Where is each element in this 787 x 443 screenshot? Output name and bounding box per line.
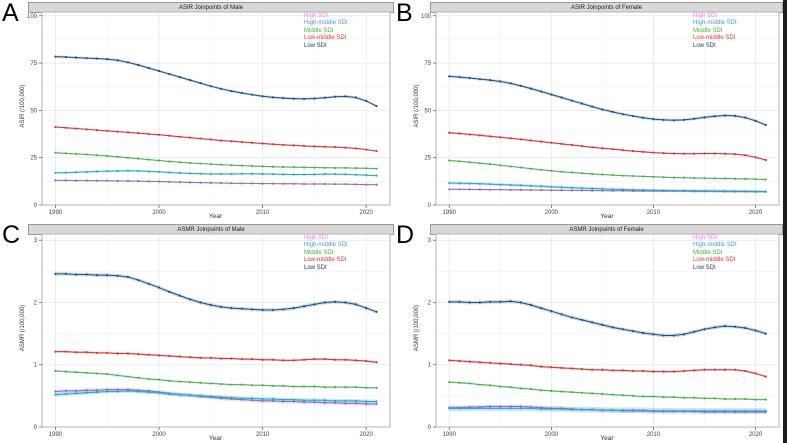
svg-text:75: 75 xyxy=(30,61,37,67)
panel-a-title: ASIR Joinpoints of Male xyxy=(178,4,244,11)
svg-text:2010: 2010 xyxy=(256,210,270,216)
legend-entry-high-middle-sdi: High-middle SDI xyxy=(304,242,348,249)
svg-text:25: 25 xyxy=(424,156,431,162)
svg-text:0: 0 xyxy=(34,203,38,209)
panel-c-title: ASMR Joinpoints of Male xyxy=(177,226,245,233)
svg-text:2000: 2000 xyxy=(545,210,559,216)
panel-d-plot-area: 1990 2000 2010 2020 0 1 2 3 xyxy=(428,233,780,438)
panel-b-title: ASIR Joinpoints of Female xyxy=(570,4,643,11)
svg-text:2020: 2020 xyxy=(359,432,373,438)
panel-b: B ASIR Joinpoints of Female ASIR (/100,0… xyxy=(394,0,783,221)
svg-text:25: 25 xyxy=(30,156,37,162)
svg-text:2000: 2000 xyxy=(152,210,166,216)
panel-a-plot-area: 1990 2000 2010 2020 0 25 50 75 100 xyxy=(27,11,391,216)
legend-entry-high-sdi: High SDI xyxy=(693,13,718,19)
legend-entry-low-middle-sdi: Low-middle SDI xyxy=(693,257,736,264)
svg-text:2010: 2010 xyxy=(256,432,270,438)
right-edge-bar xyxy=(783,0,787,443)
legend-entry-high-sdi: High SDI xyxy=(304,235,329,241)
panel-a: A ASIR Joinpoints of Male ASIR (/100,000… xyxy=(0,0,394,221)
legend-entry-low-middle-sdi: Low-middle SDI xyxy=(304,35,347,42)
svg-text:3: 3 xyxy=(34,238,38,244)
svg-text:2020: 2020 xyxy=(749,432,763,438)
panel-c-plot-area: 1990 2000 2010 2020 0 1 2 3 xyxy=(34,233,391,438)
svg-text:100: 100 xyxy=(27,14,38,20)
legend-entry-middle-sdi: Middle SDI xyxy=(304,249,334,256)
svg-text:75: 75 xyxy=(424,61,431,67)
panel-b-legend: High SDI High-middle SDI Middle SDI Low-mid… xyxy=(693,13,737,50)
panel-c-x-axis-label: Year xyxy=(208,435,223,442)
panel-letter-c: C xyxy=(2,221,21,249)
svg-text:1: 1 xyxy=(34,363,38,369)
svg-text:50: 50 xyxy=(30,108,37,114)
svg-text:1990: 1990 xyxy=(49,210,63,216)
svg-text:2: 2 xyxy=(428,300,432,306)
panel-d-x-axis-label: Year xyxy=(600,435,614,442)
legend-entry-middle-sdi: Middle SDI xyxy=(693,27,723,34)
svg-text:2: 2 xyxy=(34,300,38,306)
svg-text:2010: 2010 xyxy=(647,210,661,216)
svg-text:0: 0 xyxy=(34,425,38,431)
panel-c-legend: High SDI High-middle SDI Middle SDI Low-mid… xyxy=(304,235,348,272)
panel-b-x-axis-label: Year xyxy=(600,213,614,220)
legend-entry-high-middle-sdi: High-middle SDI xyxy=(693,20,737,27)
panel-d-legend: High SDI High-middle SDI Middle SDI Low-mid… xyxy=(693,235,737,272)
legend-entry-high-middle-sdi: High-middle SDI xyxy=(304,20,348,27)
panel-letter-a: A xyxy=(2,0,19,27)
svg-text:0: 0 xyxy=(428,203,432,209)
panel-letter-b: B xyxy=(396,0,413,27)
svg-text:2010: 2010 xyxy=(647,432,661,438)
legend-entry-low-sdi: Low SDI xyxy=(693,42,716,49)
svg-text:0: 0 xyxy=(428,425,432,431)
svg-text:50: 50 xyxy=(424,108,431,114)
svg-text:2000: 2000 xyxy=(545,432,559,438)
panel-b-plot-area: 1990 2000 2010 2020 0 25 50 75 100 xyxy=(421,11,780,216)
svg-text:1990: 1990 xyxy=(443,210,457,216)
legend-entry-high-sdi: High SDI xyxy=(693,235,718,241)
svg-text:2000: 2000 xyxy=(152,432,166,438)
svg-text:3: 3 xyxy=(428,238,432,244)
panel-a-legend: High SDI High-middle SDI Middle SDI Low-mid… xyxy=(304,13,348,50)
svg-text:2020: 2020 xyxy=(749,210,763,216)
legend-entry-middle-sdi: Middle SDI xyxy=(693,249,723,256)
legend-entry-high-sdi: High SDI xyxy=(304,13,329,19)
legend-entry-low-middle-sdi: Low-middle SDI xyxy=(693,35,736,42)
svg-text:2020: 2020 xyxy=(359,210,373,216)
panel-letter-d: D xyxy=(396,221,415,249)
legend-entry-low-sdi: Low SDI xyxy=(693,264,716,271)
legend-entry-low-middle-sdi: Low-middle SDI xyxy=(304,257,347,264)
legend-entry-low-sdi: Low SDI xyxy=(304,42,327,49)
svg-text:1990: 1990 xyxy=(49,432,63,438)
legend-entry-high-middle-sdi: High-middle SDI xyxy=(693,242,737,249)
panel-c: C ASMR Joinpoints of Male ASMR (/100,000… xyxy=(0,222,394,443)
svg-text:1: 1 xyxy=(428,363,432,369)
svg-text:100: 100 xyxy=(421,14,432,20)
legend-entry-middle-sdi: Middle SDI xyxy=(304,27,334,34)
legend-entry-low-sdi: Low SDI xyxy=(304,264,327,271)
svg-text:1990: 1990 xyxy=(443,432,457,438)
panel-d: D ASMR Joinpoints of Female ASMR (/100,0… xyxy=(394,222,783,443)
panel-a-x-axis-label: Year xyxy=(208,213,223,220)
panel-d-title: ASMR Joinpoints of Female xyxy=(569,226,644,233)
